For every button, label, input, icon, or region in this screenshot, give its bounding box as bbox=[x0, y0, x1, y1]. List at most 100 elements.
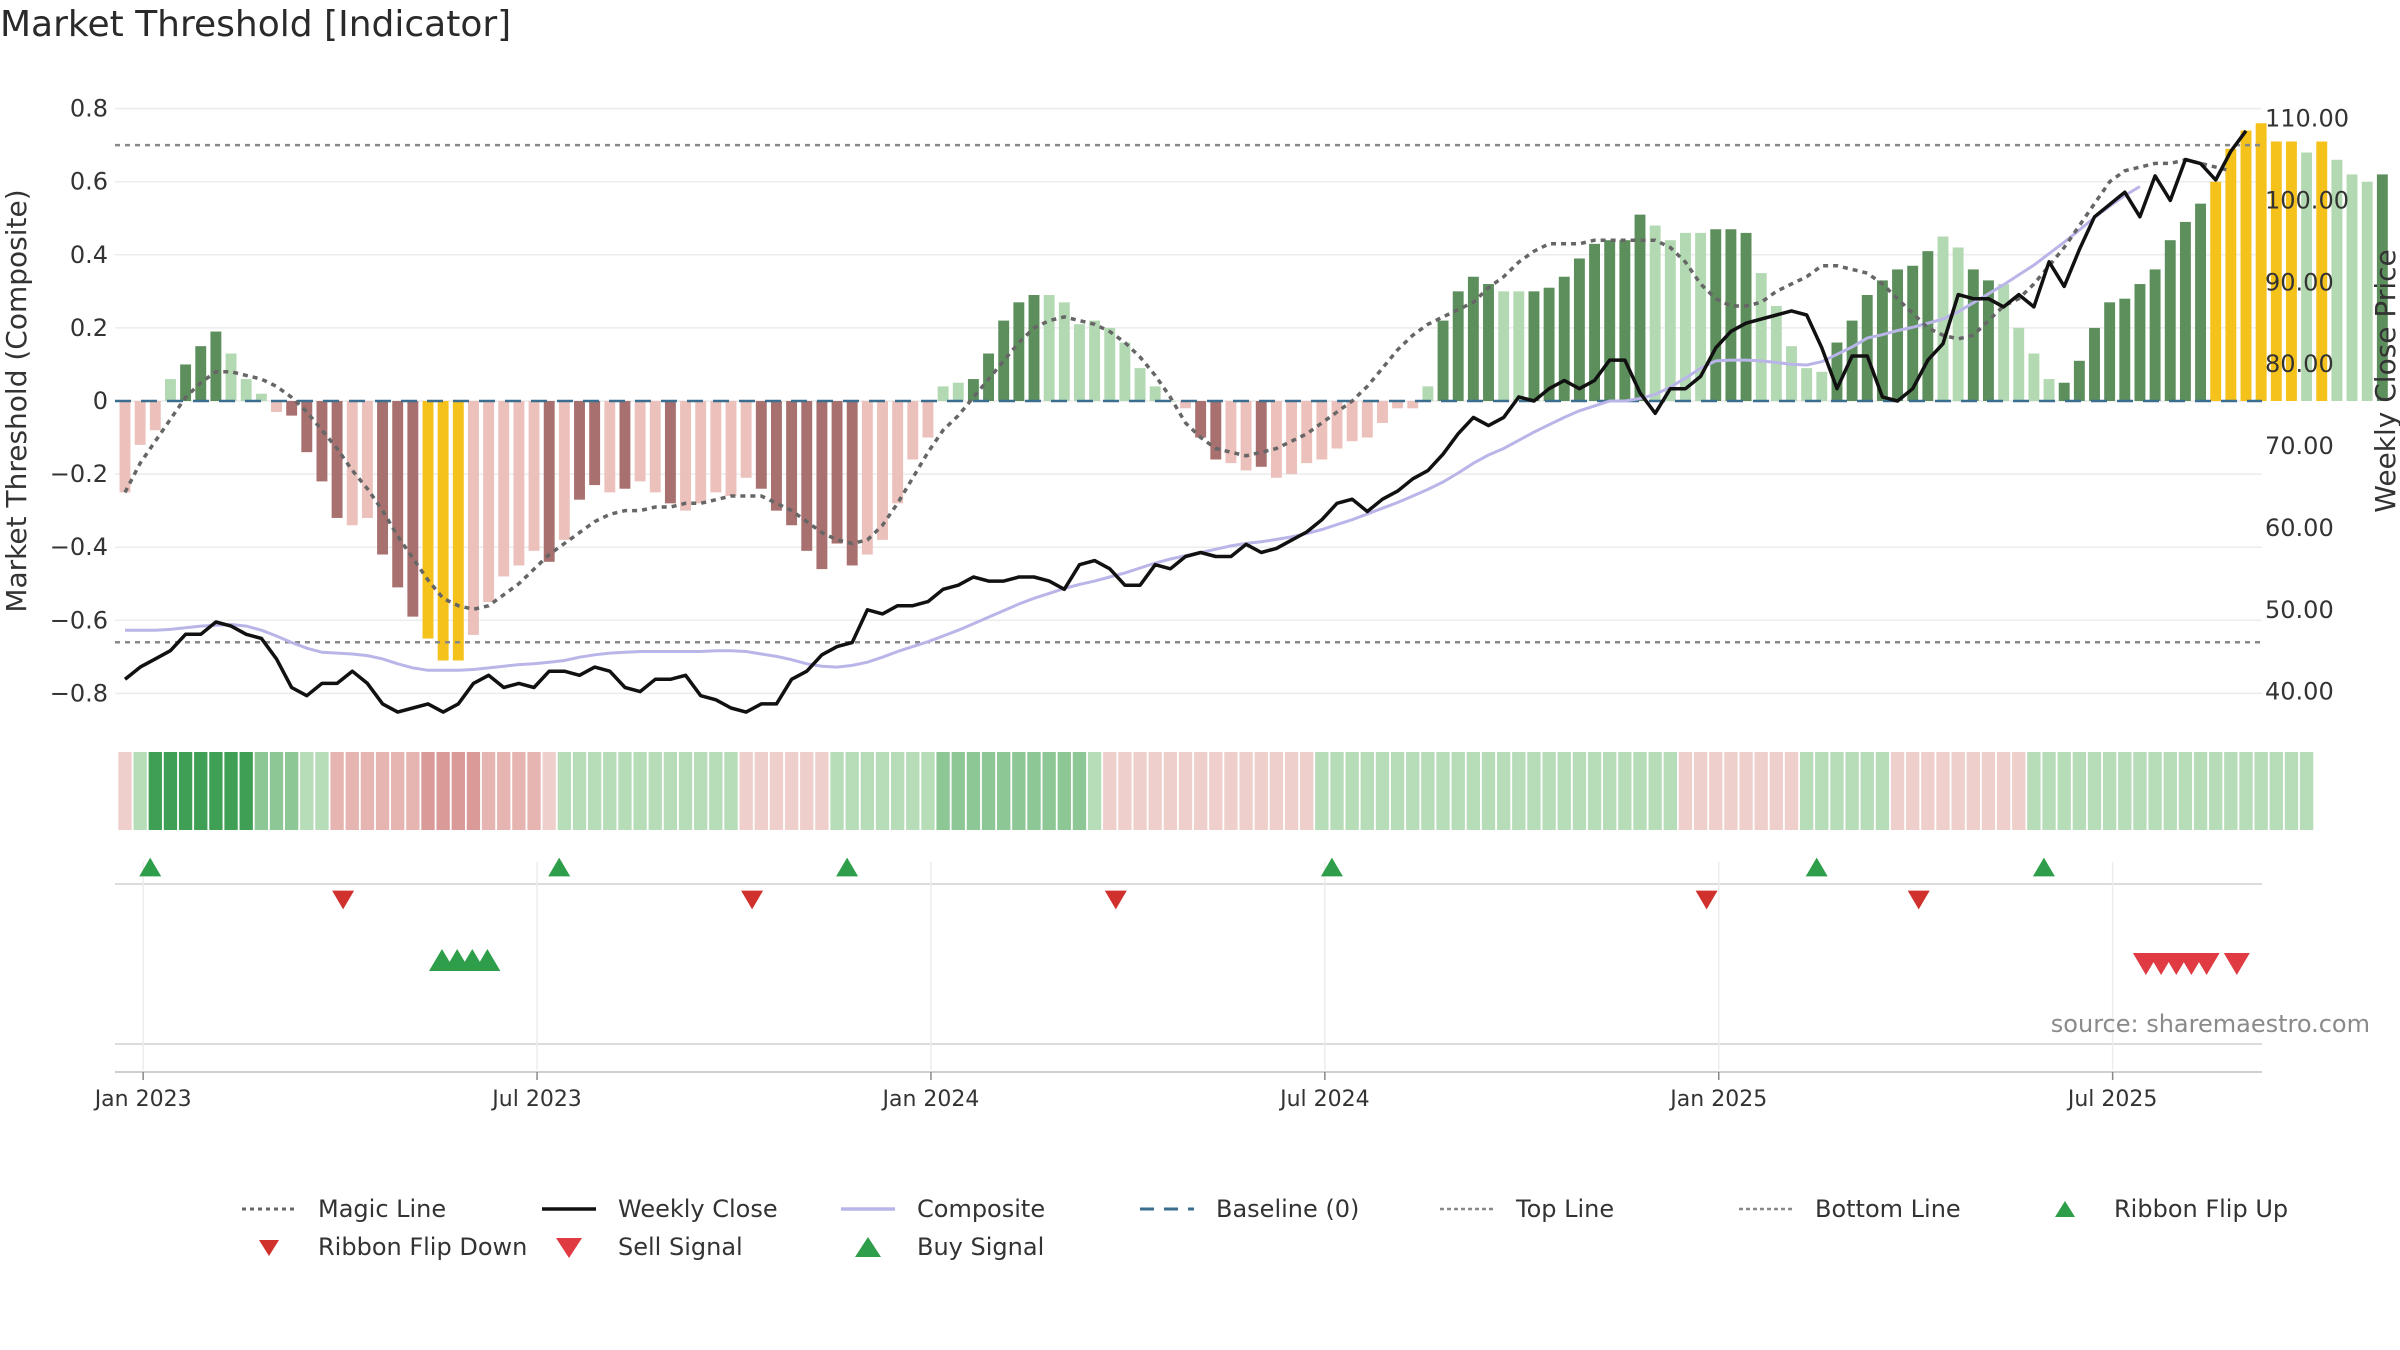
ribbon-cell bbox=[754, 752, 768, 830]
ribbon-cell bbox=[997, 752, 1011, 830]
composite-bar bbox=[2195, 203, 2207, 401]
ribbon-cell bbox=[1390, 752, 1405, 830]
composite-bar bbox=[695, 401, 707, 504]
composite-bar bbox=[1982, 280, 1994, 401]
ribbon-cell bbox=[254, 752, 269, 830]
ribbon-cell bbox=[1254, 752, 1268, 830]
composite-bar bbox=[1407, 401, 1419, 409]
ribbon-cell bbox=[284, 752, 299, 830]
y-left-tick-label: 0 bbox=[93, 387, 108, 415]
composite-bar bbox=[255, 393, 267, 401]
ribbon-cell bbox=[330, 752, 344, 830]
composite-bar bbox=[2119, 298, 2131, 401]
composite-bar bbox=[543, 401, 555, 562]
composite-bar bbox=[877, 401, 888, 540]
composite-bar bbox=[967, 379, 979, 401]
ribbon-cell bbox=[815, 752, 829, 830]
composite-bar bbox=[1695, 232, 1707, 401]
x-tick-label: Jul 2025 bbox=[2066, 1087, 2158, 1112]
composite-bar bbox=[377, 401, 389, 555]
y-right-tick-label: 100.00 bbox=[2265, 186, 2349, 214]
composite-bar bbox=[1740, 232, 1752, 401]
ribbon-cell bbox=[557, 752, 572, 830]
ribbon-cell bbox=[1678, 752, 1693, 830]
ribbon-cell bbox=[709, 752, 723, 830]
composite-bar bbox=[1907, 265, 1919, 401]
composite-bar bbox=[892, 401, 904, 504]
ribbon-cell bbox=[1724, 752, 1738, 830]
ribbon-cell bbox=[1042, 752, 1056, 830]
ribbon-cell bbox=[375, 752, 390, 830]
composite-bar bbox=[1376, 401, 1388, 423]
ribbon-cell bbox=[1815, 752, 1829, 830]
ribbon-cell bbox=[1224, 752, 1238, 830]
composite-bar bbox=[2164, 240, 2176, 401]
composite-bar bbox=[286, 401, 298, 416]
composite-bar bbox=[1755, 273, 1767, 401]
ribbon-cell bbox=[406, 752, 420, 830]
composite-bar bbox=[1437, 320, 1449, 401]
ribbon-cell bbox=[466, 752, 481, 830]
composite-bar bbox=[1649, 225, 1661, 401]
ribbon-cell bbox=[587, 752, 602, 830]
legend-item-buy: Buy Signal bbox=[833, 1233, 1044, 1261]
ribbon-flip-down-marker bbox=[1104, 890, 1127, 910]
ribbon-cell bbox=[724, 752, 738, 830]
composite-bar bbox=[1467, 276, 1479, 401]
y-right-tick-label: 80.00 bbox=[2265, 350, 2334, 378]
ribbon-cell bbox=[1193, 752, 1208, 830]
composite-bar bbox=[1952, 247, 1964, 401]
ribbon-flip-up-marker bbox=[1805, 857, 1828, 877]
composite-bar bbox=[498, 401, 510, 577]
ribbon-flip-up-marker bbox=[2032, 857, 2055, 877]
ribbon-cell bbox=[1875, 752, 1890, 830]
x-tick-label: Jan 2023 bbox=[93, 1087, 192, 1112]
ribbon-cell bbox=[315, 752, 329, 830]
legend-swatch-sell bbox=[534, 1235, 604, 1259]
legend-label: Buy Signal bbox=[917, 1233, 1045, 1261]
ribbon-cell bbox=[966, 752, 981, 830]
ribbon-cell bbox=[890, 752, 905, 830]
ribbon-cell bbox=[2027, 752, 2041, 830]
ribbon-cell bbox=[1300, 752, 1314, 830]
source-note: source: sharemaestro.com bbox=[2050, 1010, 2370, 1038]
composite-bar bbox=[1270, 401, 1282, 478]
composite-bar bbox=[407, 401, 419, 617]
legend-label: Top Line bbox=[1516, 1195, 1615, 1223]
composite-bar bbox=[1558, 276, 1570, 401]
y-right-tick-label: 60.00 bbox=[2265, 514, 2334, 542]
x-tick-label: Jul 2024 bbox=[1278, 1087, 1370, 1112]
legend-label: Baseline (0) bbox=[1216, 1195, 1360, 1223]
composite-bar bbox=[2285, 141, 2297, 401]
composite-bar bbox=[1679, 232, 1691, 401]
y-right-tick-label: 90.00 bbox=[2265, 268, 2334, 296]
composite-bar bbox=[1028, 295, 1040, 401]
ribbon-cell bbox=[224, 752, 238, 830]
y-left-tick-label: 0.6 bbox=[70, 168, 108, 196]
composite-bar bbox=[1058, 302, 1070, 401]
composite-bar bbox=[770, 401, 782, 511]
legend-label: Sell Signal bbox=[618, 1233, 743, 1261]
ribbon-cell bbox=[269, 752, 284, 830]
legend-item-magic: Magic Line bbox=[234, 1195, 446, 1223]
composite-bar bbox=[937, 386, 949, 401]
composite-bar bbox=[907, 401, 919, 460]
ribbon-cell bbox=[1618, 752, 1632, 830]
ribbon-cell bbox=[1072, 752, 1087, 830]
ribbon-cell bbox=[1845, 752, 1859, 830]
ribbon-cell bbox=[1148, 752, 1162, 830]
composite-bar bbox=[922, 401, 934, 438]
composite-bar bbox=[1452, 291, 1464, 401]
ribbon-flip-up-marker bbox=[548, 857, 571, 877]
composite-bar bbox=[119, 401, 131, 493]
composite-bar bbox=[1210, 401, 1222, 460]
composite-bar bbox=[589, 401, 601, 486]
composite-bar bbox=[2013, 327, 2025, 401]
ribbon-cell bbox=[2072, 752, 2087, 830]
ribbon-cell bbox=[2042, 752, 2056, 830]
ribbon-cell bbox=[1633, 752, 1647, 830]
composite-bar bbox=[1316, 401, 1328, 460]
ribbon-cell bbox=[1330, 752, 1344, 830]
composite-bar bbox=[558, 401, 570, 540]
composite-bar bbox=[271, 401, 282, 412]
